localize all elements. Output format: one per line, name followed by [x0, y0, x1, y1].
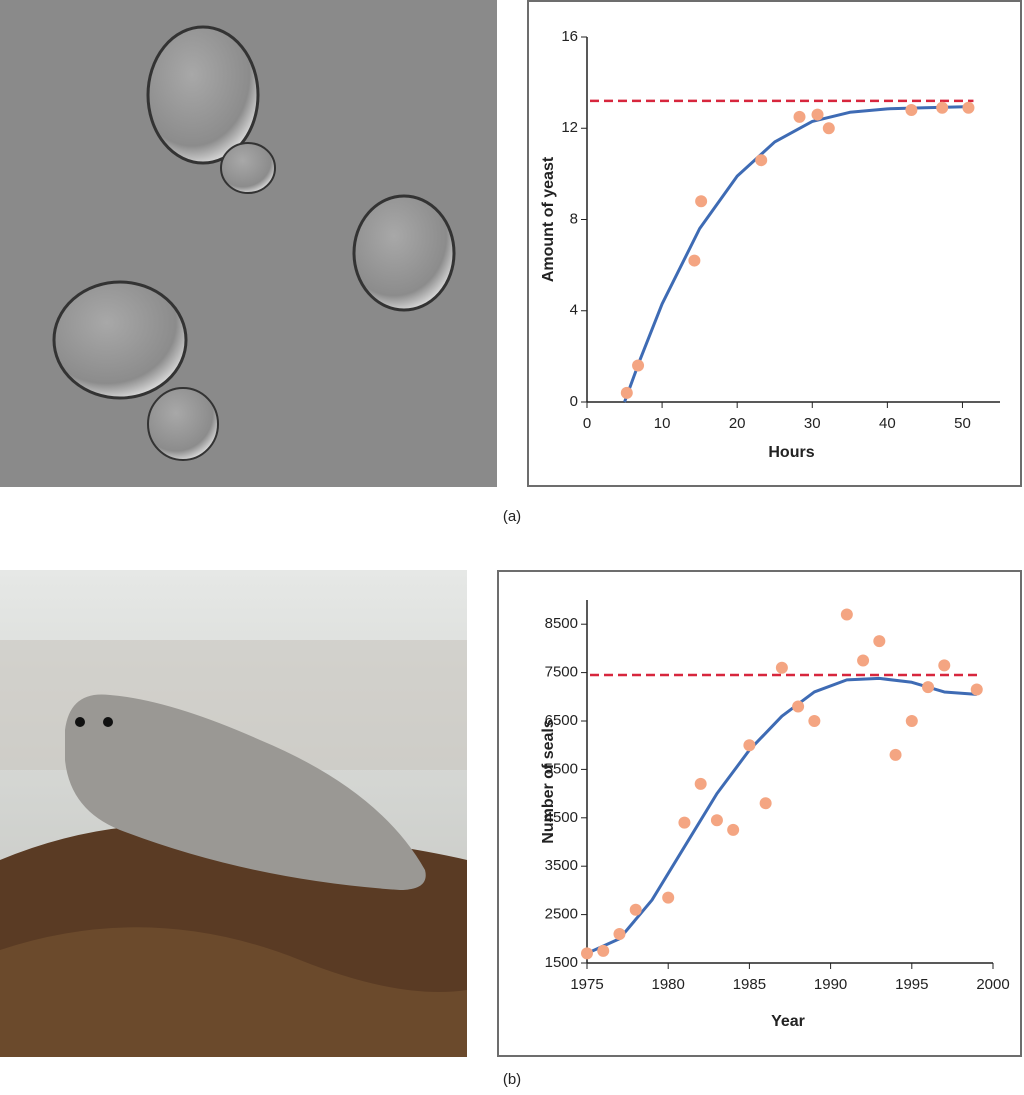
- data-point: [811, 108, 824, 121]
- y-axis-title: Amount of yeast: [540, 156, 557, 282]
- data-point: [710, 814, 723, 827]
- data-point: [905, 715, 918, 727]
- data-point: [962, 101, 975, 114]
- data-point: [694, 777, 707, 790]
- y-tick-label: 4500: [545, 809, 578, 826]
- data-point: [840, 608, 853, 621]
- data-point: [597, 944, 610, 957]
- yeast-photo: [0, 0, 497, 487]
- x-tick-label: 30: [804, 415, 821, 432]
- data-point: [775, 661, 788, 674]
- x-tick-label: 1995: [895, 976, 928, 993]
- data-point: [678, 816, 691, 829]
- y-axis-title: Number of seals: [540, 719, 557, 844]
- data-point: [662, 891, 675, 904]
- data-point: [793, 110, 806, 123]
- data-point: [873, 635, 886, 648]
- chart-frame: [497, 570, 1022, 1057]
- x-axis-title: Year: [771, 1013, 805, 1030]
- data-point: [822, 122, 835, 135]
- x-tick-label: 10: [654, 415, 671, 432]
- data-point: [613, 927, 626, 940]
- data-point: [759, 797, 772, 810]
- data-point: [755, 154, 768, 167]
- x-axis-title: Hours: [768, 444, 814, 461]
- y-tick-label: 1500: [545, 954, 578, 971]
- seal-photo: [0, 570, 467, 1057]
- data-point: [620, 386, 633, 399]
- caption: (b): [503, 1071, 521, 1088]
- caption: (a): [503, 508, 521, 525]
- x-tick-label: 1975: [570, 976, 603, 993]
- y-tick-label: 4: [570, 302, 578, 319]
- y-tick-label: 3500: [545, 857, 578, 874]
- data-point: [688, 254, 701, 267]
- data-point: [889, 748, 902, 761]
- fit-curve: [586, 676, 977, 955]
- y-tick-label: 5500: [545, 760, 578, 777]
- y-tick-label: 7500: [545, 664, 578, 681]
- data-point: [905, 104, 918, 116]
- y-tick-label: 6500: [545, 712, 578, 729]
- y-tick-label: 12: [561, 119, 578, 136]
- data-point: [808, 715, 821, 727]
- data-point: [632, 359, 645, 372]
- data-point: [938, 659, 951, 672]
- x-tick-label: 1980: [652, 976, 685, 993]
- x-tick-label: 20: [729, 415, 746, 432]
- y-tick-label: 2500: [545, 906, 578, 923]
- y-tick-label: 16: [561, 28, 578, 45]
- data-point: [970, 683, 983, 696]
- data-point: [629, 903, 642, 916]
- data-point: [695, 195, 708, 208]
- data-point: [922, 681, 935, 694]
- y-tick-label: 0: [570, 393, 578, 410]
- x-tick-label: 0: [583, 415, 591, 432]
- x-tick-label: 50: [954, 415, 971, 432]
- chart-frame: [527, 0, 1022, 487]
- y-tick-label: 8500: [545, 615, 578, 632]
- data-point: [792, 700, 805, 713]
- fit-curve: [623, 105, 971, 403]
- data-point: [727, 823, 740, 836]
- x-tick-label: 1990: [814, 976, 847, 993]
- y-tick-label: 8: [570, 210, 578, 227]
- data-point: [743, 739, 756, 752]
- x-tick-label: 2000: [976, 976, 1009, 993]
- data-point: [857, 654, 870, 667]
- data-point: [936, 101, 949, 114]
- x-tick-label: 40: [879, 415, 896, 432]
- x-tick-label: 1985: [733, 976, 766, 993]
- data-point: [581, 947, 593, 960]
